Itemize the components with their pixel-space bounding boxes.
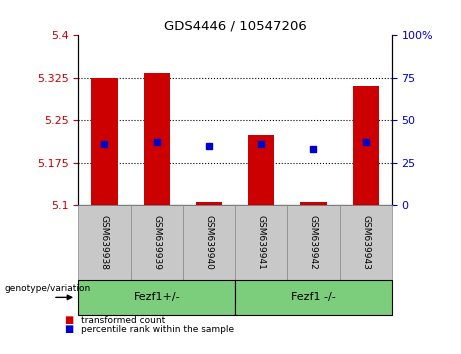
Bar — [196, 202, 222, 205]
Text: genotype/variation: genotype/variation — [5, 284, 91, 293]
Bar — [248, 135, 274, 205]
Text: Fezf1+/-: Fezf1+/- — [133, 292, 180, 302]
Bar — [144, 73, 170, 205]
Bar — [301, 202, 326, 205]
Text: percentile rank within the sample: percentile rank within the sample — [81, 325, 234, 334]
Text: GSM639938: GSM639938 — [100, 215, 109, 270]
Bar — [91, 78, 118, 205]
Text: GSM639942: GSM639942 — [309, 215, 318, 270]
Text: GSM639941: GSM639941 — [257, 215, 266, 270]
Text: transformed count: transformed count — [81, 316, 165, 325]
Text: ■: ■ — [65, 324, 74, 334]
Text: Fezf1 -/-: Fezf1 -/- — [291, 292, 336, 302]
Bar — [353, 86, 379, 205]
Text: GSM639940: GSM639940 — [205, 215, 213, 270]
Text: ■: ■ — [65, 315, 74, 325]
Title: GDS4446 / 10547206: GDS4446 / 10547206 — [164, 20, 307, 33]
Text: GSM639939: GSM639939 — [152, 215, 161, 270]
Text: GSM639943: GSM639943 — [361, 215, 370, 270]
